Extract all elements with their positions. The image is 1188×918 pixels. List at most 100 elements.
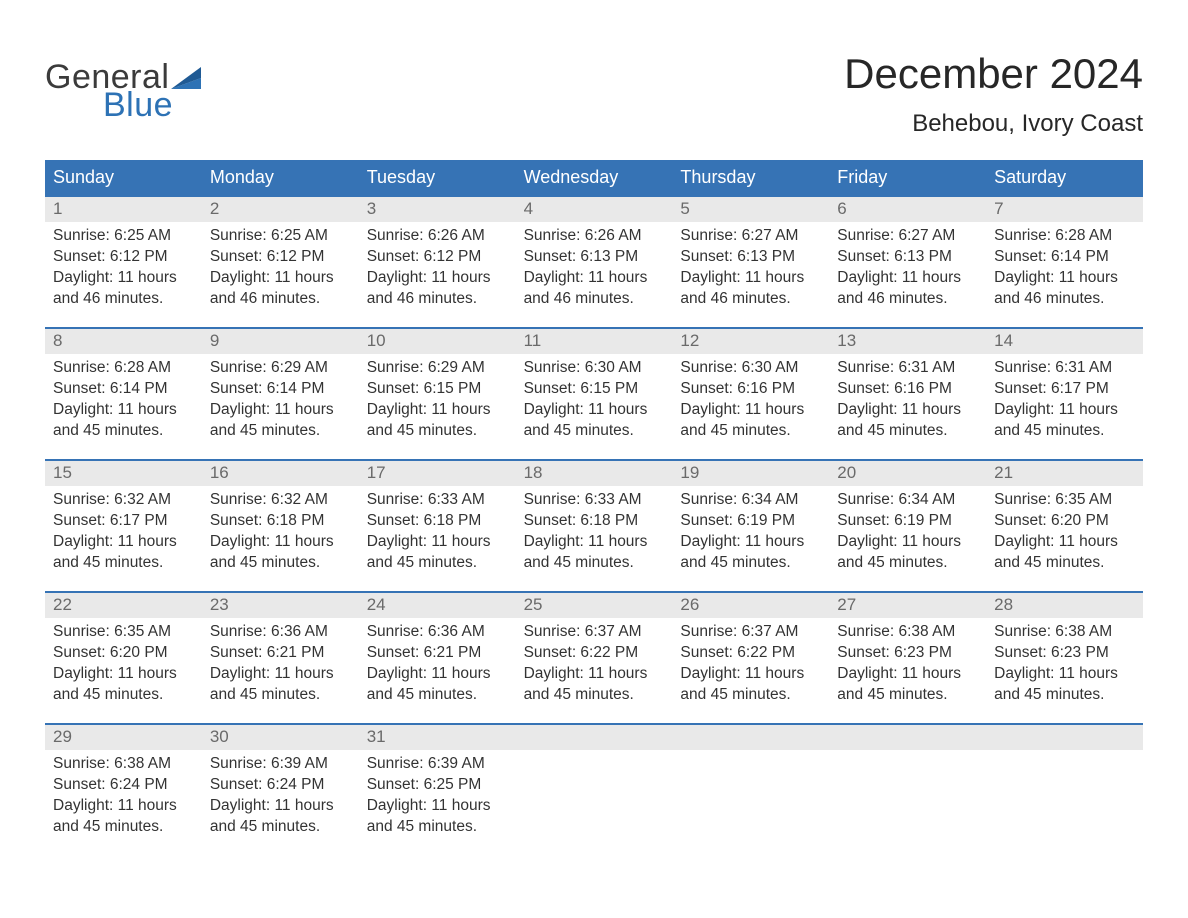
page-title: December 2024: [844, 50, 1143, 98]
day-cell: 30Sunrise: 6:39 AMSunset: 6:24 PMDayligh…: [202, 725, 359, 855]
day-body: Sunrise: 6:36 AMSunset: 6:21 PMDaylight:…: [359, 618, 516, 706]
sunrise-line: Sunrise: 6:38 AM: [837, 622, 978, 643]
weekday-label: Thursday: [672, 160, 829, 195]
day-cell: 21 Sunrise: 6:35 AMSunset: 6:20 PMDayligh…: [986, 461, 1143, 591]
sunrise-line: Sunrise: 6:25 AM: [210, 226, 351, 247]
calendar: SundayMondayTuesdayWednesdayThursdayFrid…: [45, 160, 1143, 855]
sunrise-line: Sunrise: 6:32 AM: [53, 490, 194, 511]
day-cell: 20Sunrise: 6:34 AMSunset: 6:19 PMDayligh…: [829, 461, 986, 591]
day-number-bar: 11: [516, 329, 673, 354]
day-number-bar: 4: [516, 197, 673, 222]
daylight-line: Daylight: 11 hours and 45 minutes.: [53, 796, 194, 838]
sunset-line: Sunset: 6:25 PM: [367, 775, 508, 796]
day-body: Sunrise: 6:35 AMSunset: 6:20 PMDaylight:…: [986, 486, 1143, 574]
day-cell: 17Sunrise: 6:33 AMSunset: 6:18 PMDayligh…: [359, 461, 516, 591]
sunset-line: Sunset: 6:13 PM: [524, 247, 665, 268]
day-number-bar: 19: [672, 461, 829, 486]
sunset-line: Sunset: 6:12 PM: [367, 247, 508, 268]
sunset-line: Sunset: 6:14 PM: [994, 247, 1135, 268]
sunrise-line: Sunrise: 6:29 AM: [210, 358, 351, 379]
sunrise-line: Sunrise: 6:31 AM: [837, 358, 978, 379]
day-number: 8: [53, 331, 62, 350]
sunrise-line: Sunrise: 6:38 AM: [994, 622, 1135, 643]
day-body: Sunrise: 6:36 AMSunset: 6:21 PMDaylight:…: [202, 618, 359, 706]
day-cell: 15Sunrise: 6:32 AMSunset: 6:17 PMDayligh…: [45, 461, 202, 591]
sunrise-line: Sunrise: 6:29 AM: [367, 358, 508, 379]
day-number: 2: [210, 199, 219, 218]
sunset-line: Sunset: 6:13 PM: [837, 247, 978, 268]
day-number: 16: [210, 463, 229, 482]
day-cell: 3Sunrise: 6:26 AMSunset: 6:12 PMDaylight…: [359, 197, 516, 327]
sunset-line: Sunset: 6:18 PM: [367, 511, 508, 532]
weekday-label: Wednesday: [516, 160, 673, 195]
sunrise-line: Sunrise: 6:28 AM: [994, 226, 1135, 247]
daylight-line: Daylight: 11 hours and 45 minutes.: [837, 532, 978, 574]
day-number-bar: 17: [359, 461, 516, 486]
day-number-bar: 7: [986, 197, 1143, 222]
sunrise-line: Sunrise: 6:27 AM: [680, 226, 821, 247]
weekday-header-row: SundayMondayTuesdayWednesdayThursdayFrid…: [45, 160, 1143, 195]
day-number: 12: [680, 331, 699, 350]
day-body: Sunrise: 6:38 AMSunset: 6:24 PMDaylight:…: [45, 750, 202, 838]
sunset-line: Sunset: 6:24 PM: [53, 775, 194, 796]
title-block: December 2024 Behebou, Ivory Coast: [844, 50, 1143, 138]
day-number: 21: [994, 463, 1013, 482]
day-cell: 6Sunrise: 6:27 AMSunset: 6:13 PMDaylight…: [829, 197, 986, 327]
sunset-line: Sunset: 6:23 PM: [837, 643, 978, 664]
day-number: 5: [680, 199, 689, 218]
day-number-bar: 3: [359, 197, 516, 222]
sunset-line: Sunset: 6:19 PM: [680, 511, 821, 532]
day-number-bar: 13: [829, 329, 986, 354]
daylight-line: Daylight: 11 hours and 45 minutes.: [210, 796, 351, 838]
sunset-line: Sunset: 6:15 PM: [367, 379, 508, 400]
day-cell: 25Sunrise: 6:37 AMSunset: 6:22 PMDayligh…: [516, 593, 673, 723]
day-body: Sunrise: 6:31 AMSunset: 6:16 PMDaylight:…: [829, 354, 986, 442]
day-number: 3: [367, 199, 376, 218]
sunrise-line: Sunrise: 6:38 AM: [53, 754, 194, 775]
daylight-line: Daylight: 11 hours and 46 minutes.: [837, 268, 978, 310]
day-number-bar: 12: [672, 329, 829, 354]
day-body: Sunrise: 6:30 AMSunset: 6:16 PMDaylight:…: [672, 354, 829, 442]
sunrise-line: Sunrise: 6:36 AM: [367, 622, 508, 643]
week-row: 1Sunrise: 6:25 AMSunset: 6:12 PMDaylight…: [45, 195, 1143, 327]
sunrise-line: Sunrise: 6:33 AM: [524, 490, 665, 511]
day-body: Sunrise: 6:32 AMSunset: 6:18 PMDaylight:…: [202, 486, 359, 574]
day-number: 1: [53, 199, 62, 218]
day-body: Sunrise: 6:33 AMSunset: 6:18 PMDaylight:…: [516, 486, 673, 574]
day-number-bar: 22: [45, 593, 202, 618]
day-cell: 23 Sunrise: 6:36 AMSunset: 6:21 PMDayligh…: [202, 593, 359, 723]
day-cell: 4Sunrise: 6:26 AMSunset: 6:13 PMDaylight…: [516, 197, 673, 327]
day-number: 15: [53, 463, 72, 482]
daylight-line: Daylight: 11 hours and 45 minutes.: [524, 400, 665, 442]
day-number-bar: 24: [359, 593, 516, 618]
daylight-line: Daylight: 11 hours and 45 minutes.: [837, 664, 978, 706]
sunrise-line: Sunrise: 6:30 AM: [680, 358, 821, 379]
day-number-bar: [516, 725, 673, 750]
day-number: 26: [680, 595, 699, 614]
daylight-line: Daylight: 11 hours and 46 minutes.: [367, 268, 508, 310]
daylight-line: Daylight: 11 hours and 45 minutes.: [524, 532, 665, 574]
day-number: 24: [367, 595, 386, 614]
day-number: 23: [210, 595, 229, 614]
day-number-bar: 6: [829, 197, 986, 222]
day-number: 27: [837, 595, 856, 614]
day-number-bar: 10: [359, 329, 516, 354]
day-cell: 7Sunrise: 6:28 AMSunset: 6:14 PMDaylight…: [986, 197, 1143, 327]
weekday-label: Saturday: [986, 160, 1143, 195]
day-number-bar: 28: [986, 593, 1143, 618]
sunset-line: Sunset: 6:21 PM: [367, 643, 508, 664]
day-number-bar: 18: [516, 461, 673, 486]
sunrise-line: Sunrise: 6:37 AM: [524, 622, 665, 643]
day-cell: 8Sunrise: 6:28 AMSunset: 6:14 PMDaylight…: [45, 329, 202, 459]
daylight-line: Daylight: 11 hours and 45 minutes.: [53, 664, 194, 706]
daylight-line: Daylight: 11 hours and 45 minutes.: [367, 400, 508, 442]
day-number: 4: [524, 199, 533, 218]
day-body: Sunrise: 6:30 AMSunset: 6:15 PMDaylight:…: [516, 354, 673, 442]
day-number: 29: [53, 727, 72, 746]
daylight-line: Daylight: 11 hours and 45 minutes.: [994, 664, 1135, 706]
sunset-line: Sunset: 6:22 PM: [524, 643, 665, 664]
daylight-line: Daylight: 11 hours and 45 minutes.: [210, 664, 351, 706]
daylight-line: Daylight: 11 hours and 45 minutes.: [680, 532, 821, 574]
sunset-line: Sunset: 6:17 PM: [994, 379, 1135, 400]
daylight-line: Daylight: 11 hours and 45 minutes.: [524, 664, 665, 706]
